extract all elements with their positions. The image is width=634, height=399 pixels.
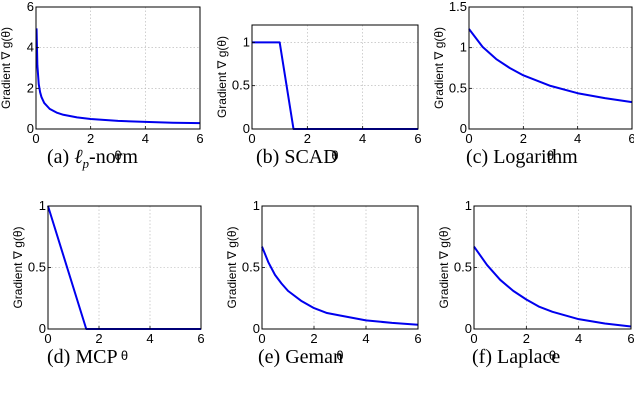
x-tick-label: 4 <box>362 331 369 346</box>
caption-label: (c) <box>466 146 494 168</box>
x-tick-label: 0 <box>248 131 255 146</box>
x-tick-label: 4 <box>359 131 366 146</box>
plot-area <box>36 7 200 129</box>
panel-caption: (f) Laplace <box>472 346 560 369</box>
axes-frame <box>251 24 419 130</box>
y-axis-label: Gradient ∇ g(θ) <box>215 36 229 118</box>
x-tick-label: 0 <box>465 131 472 146</box>
x-tick-label: 6 <box>196 131 203 146</box>
x-tick-label: 2 <box>95 331 102 346</box>
y-tick-label: 2 <box>27 80 34 95</box>
x-axis-label: θ <box>547 148 554 163</box>
x-axis-label: θ <box>549 348 556 363</box>
x-tick-label: 4 <box>146 331 153 346</box>
x-axis-label: θ <box>331 148 338 163</box>
axes-frame <box>468 6 633 130</box>
chart-panel-3: 0 2 4 6 0 0.5 1 1.5 θ Gradient ∇ g(θ) <box>432 0 634 163</box>
x-tick-label: 4 <box>575 331 582 346</box>
x-tick-label: 0 <box>258 331 265 346</box>
y-tick-label: 0 <box>460 121 467 136</box>
x-tick-label: 2 <box>310 331 317 346</box>
caption-label: (d) <box>47 346 76 368</box>
caption-subscript: p <box>82 156 90 171</box>
y-axis-label: Gradient ∇ g(θ) <box>0 27 13 109</box>
y-tick-label: 6 <box>27 0 34 14</box>
x-tick-label: 2 <box>87 131 94 146</box>
y-tick-label: 0.5 <box>454 260 472 275</box>
y-axis-label: Gradient ∇ g(θ) <box>11 226 25 308</box>
x-axis-label: θ <box>114 148 121 163</box>
x-tick-label: 6 <box>414 131 421 146</box>
caption-label: (f) <box>472 346 497 368</box>
x-tick-label: 2 <box>304 131 311 146</box>
chart-panel-2: 0 2 4 6 0 0.5 1 θ Gradient ∇ g(θ) <box>215 24 422 163</box>
caption-label: (b) <box>256 146 285 168</box>
caption-text: SCAD <box>284 146 338 168</box>
y-axis-label: Gradient ∇ g(θ) <box>437 226 451 308</box>
y-tick-label: 1 <box>460 40 467 55</box>
series-line <box>468 28 633 104</box>
x-tick-label: 6 <box>414 331 421 346</box>
chart-panel-4: 0 2 4 6 0 0.5 1 θ Gradient ∇ g(θ) <box>11 198 205 363</box>
x-tick-label: 0 <box>44 331 51 346</box>
caption-text: -norm <box>89 146 138 168</box>
y-tick-label: 1 <box>243 34 250 49</box>
y-tick-label: 1 <box>253 198 260 213</box>
x-axis-label: θ <box>336 348 343 363</box>
y-tick-label: 0 <box>39 321 46 336</box>
panel-caption: (c) Logarithm <box>466 146 578 169</box>
caption-text: Logarithm <box>493 146 578 168</box>
y-tick-label: 0 <box>27 121 34 136</box>
x-tick-label: 6 <box>627 331 634 346</box>
y-tick-label: 0.5 <box>242 260 260 275</box>
x-tick-label: 6 <box>197 331 204 346</box>
series-line <box>473 246 632 328</box>
x-tick-label: 6 <box>628 131 634 146</box>
y-tick-label: 0.5 <box>28 260 46 275</box>
y-tick-label: 0.5 <box>449 80 467 95</box>
series-line <box>261 246 419 326</box>
x-tick-label: 4 <box>142 131 149 146</box>
x-tick-label: 0 <box>32 131 39 146</box>
plot-area <box>469 7 632 129</box>
panel-caption: (d) MCP <box>47 346 118 369</box>
x-axis-label: θ <box>121 348 128 363</box>
y-tick-label: 0.5 <box>232 78 250 93</box>
y-tick-label: 1.5 <box>449 0 467 14</box>
chart-panel-1: 0 2 4 6 0 2 4 6 θ Gradient ∇ g(θ) <box>0 0 204 163</box>
y-tick-label: 0 <box>253 321 260 336</box>
panel-caption: (a) ℓp-norm <box>47 146 138 172</box>
caption-label: (a) <box>47 146 75 168</box>
x-tick-label: 2 <box>520 131 527 146</box>
x-tick-label: 0 <box>470 331 477 346</box>
y-tick-label: 0 <box>465 321 472 336</box>
panel-caption: (e) Geman <box>258 346 343 369</box>
series-line <box>35 28 201 125</box>
caption-symbol: ℓ <box>74 146 83 168</box>
y-tick-label: 0 <box>243 121 250 136</box>
y-tick-label: 4 <box>27 40 34 55</box>
y-axis-label: Gradient ∇ g(θ) <box>432 27 446 109</box>
y-axis-label: Gradient ∇ g(θ) <box>225 226 239 308</box>
axes-frame <box>35 6 201 130</box>
x-tick-label: 2 <box>523 331 530 346</box>
chart-panel-5: 0 2 4 6 0 0.5 1 θ Gradient ∇ g(θ) <box>225 198 422 363</box>
panel-caption: (b) SCAD <box>256 146 338 169</box>
x-tick-label: 4 <box>574 131 581 146</box>
y-tick-label: 1 <box>465 198 472 213</box>
caption-label: (e) <box>258 346 286 368</box>
chart-panel-6: 0 2 4 6 0 0.5 1 θ Gradient ∇ g(θ) <box>437 198 634 363</box>
plot-area <box>252 25 418 129</box>
y-tick-label: 1 <box>39 198 46 213</box>
caption-text: MCP <box>75 346 118 368</box>
caption-text: Geman <box>285 346 343 368</box>
caption-text: Laplace <box>496 346 561 368</box>
